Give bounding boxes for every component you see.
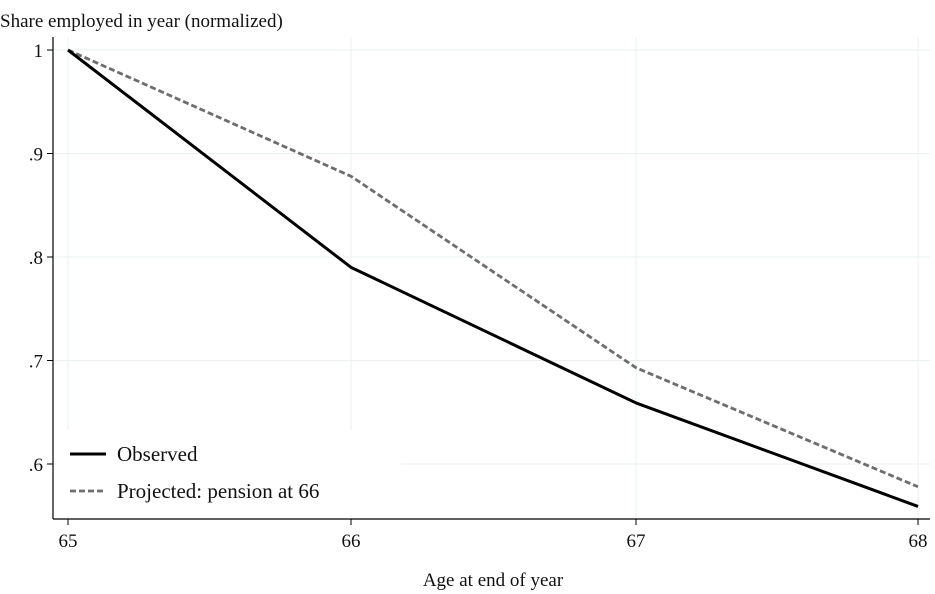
series-group — [67, 48, 919, 508]
legend: Observed Projected: pension at 66 — [70, 442, 319, 503]
legend-label-projected: Projected: pension at 66 — [117, 479, 319, 503]
legend-background — [56, 430, 401, 516]
y-tick-label: .7 — [29, 352, 43, 373]
y-tick-label: .9 — [29, 145, 43, 166]
series-line-observed — [67, 48, 919, 508]
axes: .6 .7 .8 .9 1 65 66 67 68 — [29, 37, 930, 552]
y-tick-label: 1 — [34, 41, 44, 62]
y-tick-label: .8 — [29, 248, 43, 269]
x-tick-label: 67 — [627, 531, 646, 552]
x-tick-label: 66 — [342, 531, 361, 552]
legend-box — [56, 430, 401, 516]
series-line-projected — [67, 48, 919, 489]
y-axis-label: Share employed in year (normalized) — [0, 11, 283, 32]
x-tick-label: 65 — [59, 531, 78, 552]
x-tick-label: 68 — [909, 531, 928, 552]
y-tick-label: .6 — [29, 455, 43, 476]
x-axis-label: Age at end of year — [423, 570, 564, 591]
legend-label-observed: Observed — [117, 442, 198, 466]
